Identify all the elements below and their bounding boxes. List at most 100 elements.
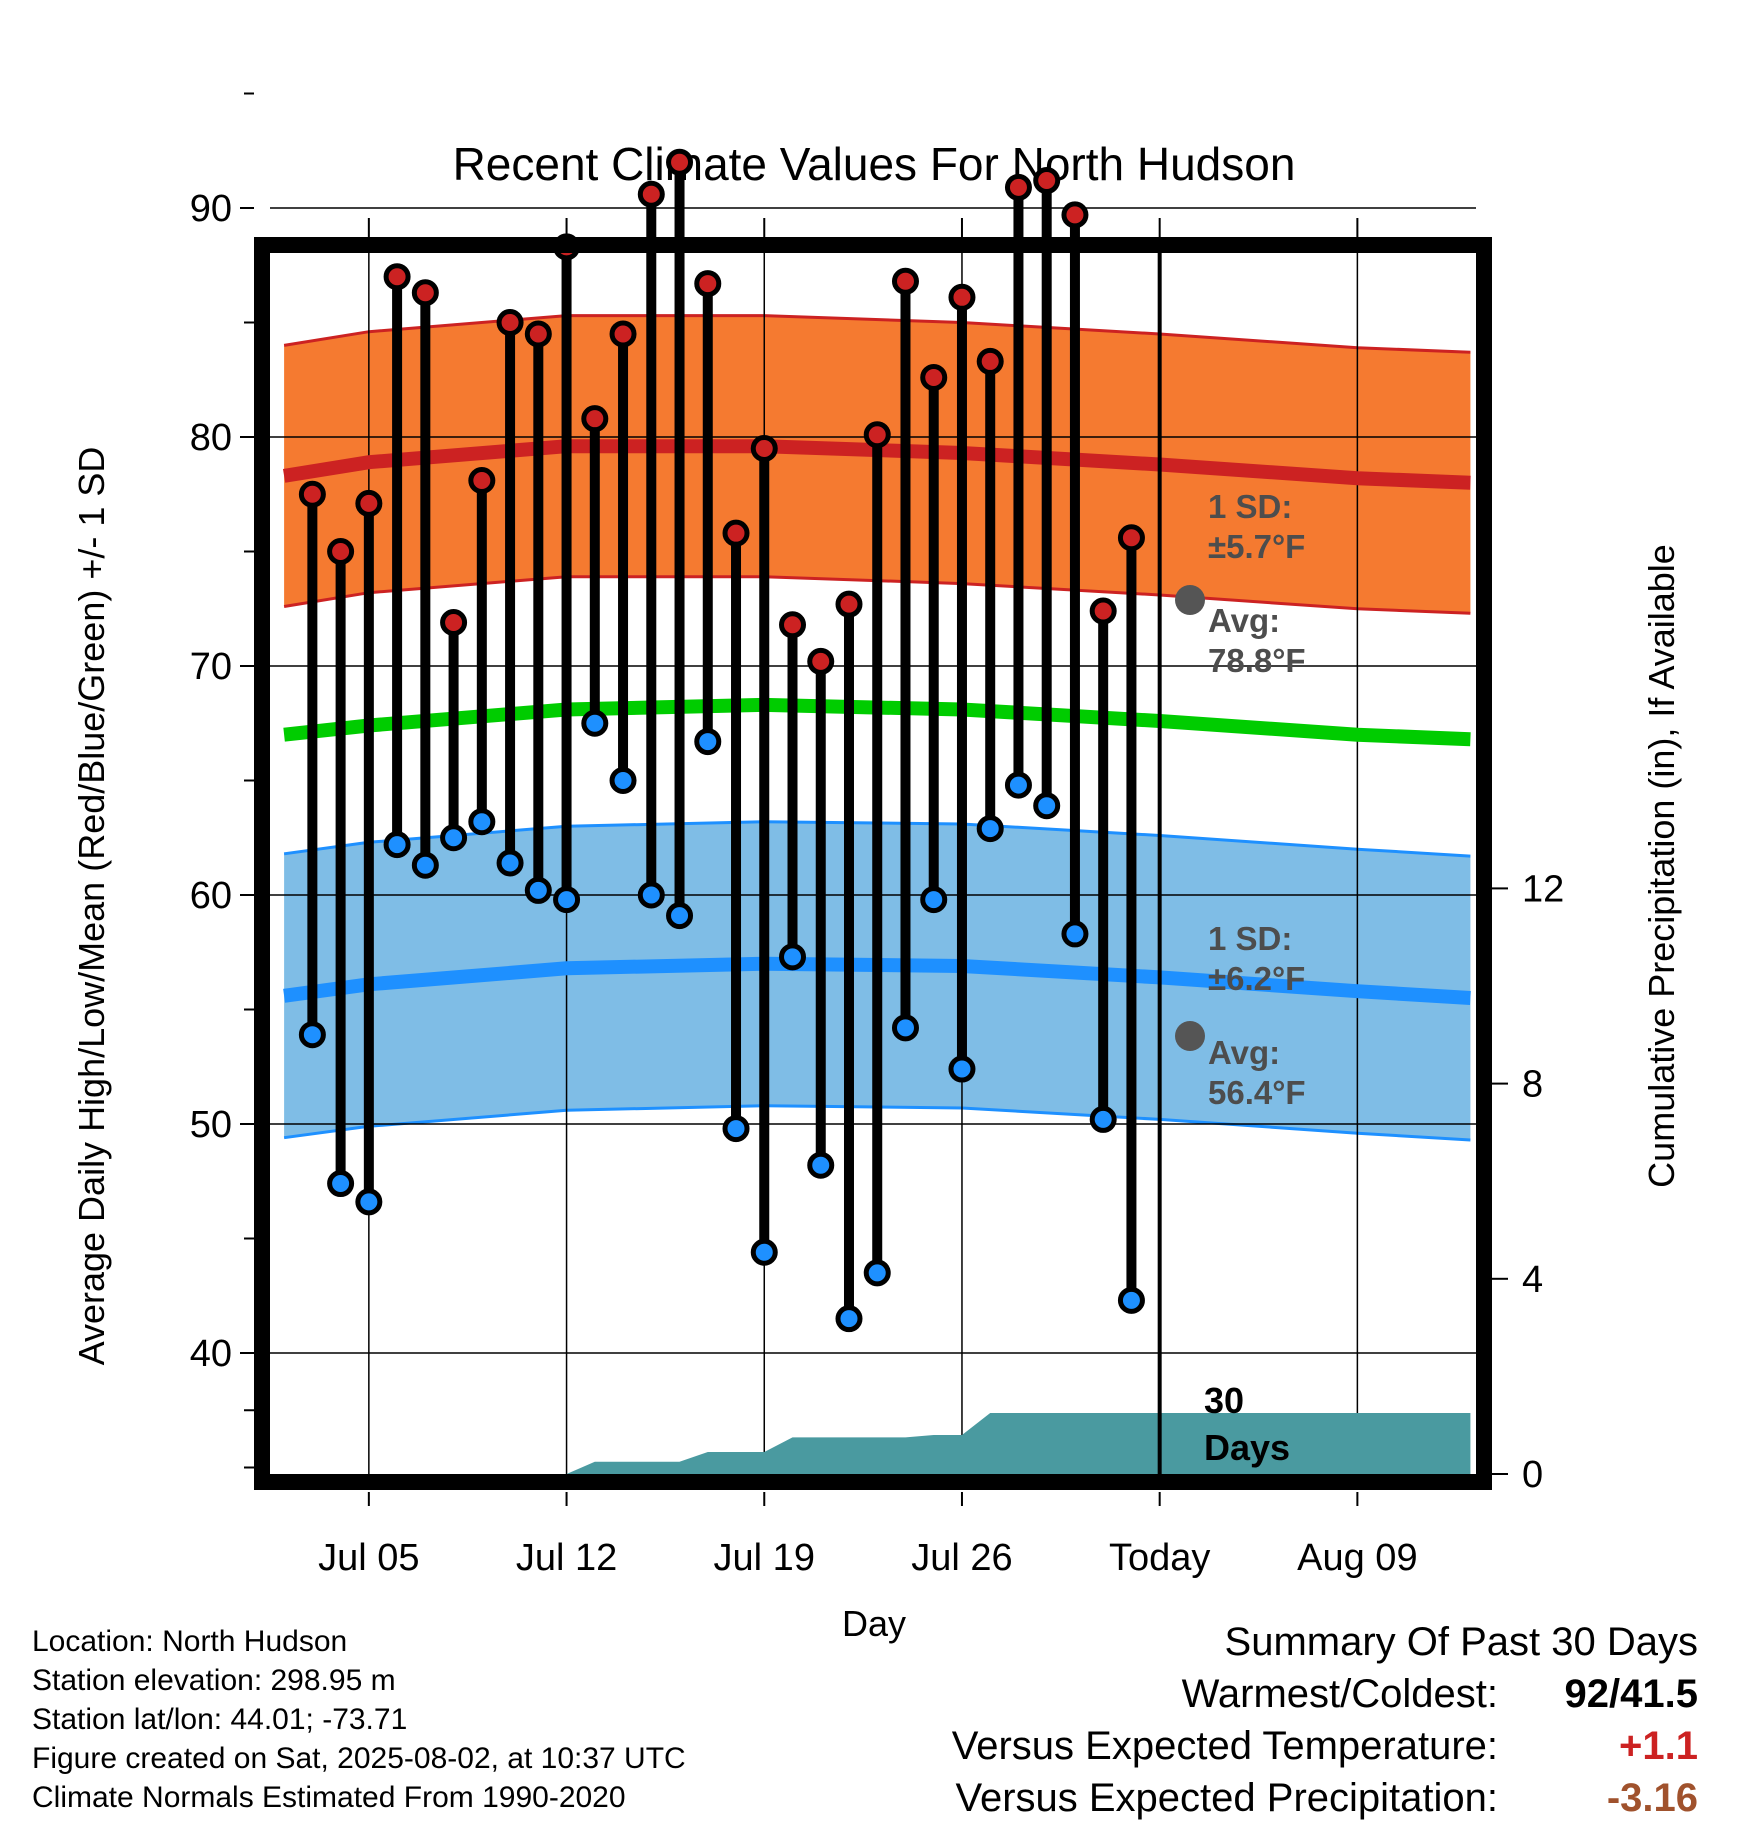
low-sd-value: ±6.2°F [1208,960,1305,997]
low-point [524,876,552,904]
low-avg-marker [1175,1021,1205,1051]
high-point [468,467,496,495]
low-point [440,824,468,852]
low-sd-label: 1 SD: [1208,920,1292,957]
high-point [1061,201,1089,229]
warmest-value: 92/41.5 [1564,1672,1698,1716]
high-point [722,519,750,547]
summary-heading: Summary Of Past 30 Days [1224,1620,1698,1664]
days-label: Days [1204,1427,1290,1468]
high-point [298,480,326,508]
precip-label: Versus Expected Precipitation: [955,1776,1498,1820]
x-tick-label: Jul 12 [516,1537,617,1579]
summary-panel: Summary Of Past 30 Days Warmest/Coldest:… [952,1620,1698,1828]
low-normal-line [283,956,1471,1005]
high-point [440,608,468,636]
high-point [496,309,524,336]
y-tick-label: 70 [190,646,232,688]
low-point [779,943,807,971]
y-tick-label: 40 [190,1333,232,1375]
low-point [581,709,609,737]
high-point [524,320,552,348]
low-point [411,851,439,879]
normals-text: Climate Normals Estimated From 1990-2020 [32,1781,626,1814]
precip-value: -3.16 [1606,1776,1698,1820]
high-point [609,320,637,348]
low-point [863,1259,891,1287]
high-point [835,590,863,618]
high-point [750,434,778,462]
high-point [863,421,891,449]
high-point [779,611,807,639]
station-info: Location: North Hudson Station elevation… [32,1622,686,1817]
plot-frame [254,237,1492,1490]
y-tick-label: 60 [190,875,232,917]
high-point [666,148,694,176]
low-point [637,881,665,909]
high-avg-value: 78.8°F [1208,642,1306,679]
low-point [835,1305,863,1333]
high-point [948,283,976,311]
low-point [807,1151,835,1179]
high-avg-marker [1175,585,1205,615]
low-point [327,1170,355,1198]
low-point [920,886,948,914]
plot-border [254,237,1492,1490]
annotations: 1 SD: ±5.7°F Avg: 78.8°F 1 SD: ±6.2°F Av… [1175,488,1306,1468]
x-tick-label: Jul 19 [714,1537,815,1579]
low-point [722,1115,750,1143]
temp-label: Versus Expected Temperature: [951,1724,1498,1768]
high-point [383,263,411,291]
elevation-text: Station elevation: 298.95 m [32,1664,396,1697]
y2-tick-label: 12 [1522,868,1564,910]
y2-tick-label: 0 [1522,1454,1543,1496]
high-point [976,347,1004,375]
low-point [666,902,694,930]
low-point [609,767,637,794]
temp-value: +1.1 [1619,1724,1698,1768]
y2-tick-label: 4 [1522,1259,1543,1301]
latlon-text: Station lat/lon: 44.01; -73.71 [32,1703,408,1736]
x-tick-label: Aug 09 [1297,1537,1417,1579]
low-point [1061,920,1089,948]
low-avg-value: 56.4°F [1208,1074,1306,1111]
precip-area [284,1413,1471,1474]
x-tick-label: Jul 05 [318,1537,419,1579]
high-point [581,405,609,433]
warmest-label: Warmest/Coldest: [1181,1672,1498,1716]
low-point [496,849,524,877]
chart-title: Recent Climate Values For North Hudson [453,138,1296,190]
low-point [948,1055,976,1083]
low-point [553,886,581,914]
y-tick-label: 80 [190,417,232,459]
low-point [355,1188,383,1216]
y2-tick-label: 8 [1522,1064,1543,1106]
low-point [750,1238,778,1266]
high-point [694,270,722,298]
daily-bars [298,148,1145,1333]
low-point [891,1014,919,1042]
low-point [1117,1286,1145,1314]
low-point [1089,1105,1117,1133]
x-tick-label: Today [1109,1537,1210,1579]
low-point [694,728,722,756]
low-point [976,815,1004,843]
high-point [355,489,383,517]
high-point [920,363,948,391]
high-sd-value: ±5.7°F [1208,528,1305,565]
high-point [891,267,919,295]
low-point [468,808,496,836]
high-point [637,180,665,208]
y-axis-title: Average Daily High/Low/Mean (Red/Blue/Gr… [71,447,112,1366]
location-text: Location: North Hudson [32,1625,348,1658]
y-tick-label: 50 [190,1104,232,1146]
high-avg-label: Avg: [1208,602,1280,639]
low-point [383,831,411,859]
low-point [1004,771,1032,799]
low-point [1033,792,1061,820]
high-point [1089,597,1117,625]
created-text: Figure created on Sat, 2025-08-02, at 10… [32,1742,686,1775]
high-point [807,647,835,675]
axes: 40 50 60 70 80 90 0 4 8 12 Jul 05 Jul 12 Jul 19 Jul 2… [190,92,1564,1579]
